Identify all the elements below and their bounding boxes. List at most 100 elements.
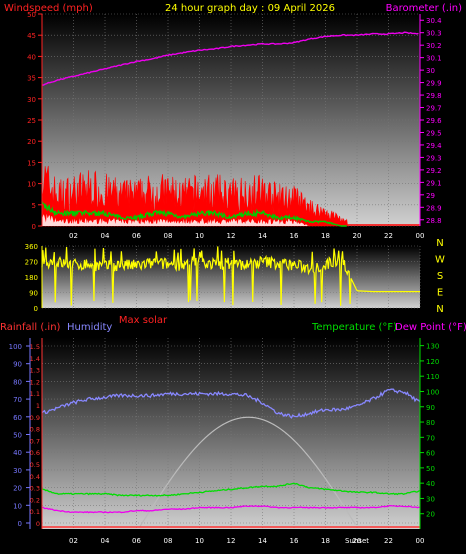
dir-tick-label: 0 [34,305,38,313]
wind-tick-label: 40 [27,53,36,61]
baro-tick-label: 29.6 [426,117,442,125]
temp-grid [42,338,421,529]
baro-tick-label: 30.3 [426,30,442,38]
wind-tick-label: 0 [32,223,36,231]
temp-tick-label: 100 [426,388,439,396]
wind-gust-area [41,165,348,227]
temp-x-tick-label: 18 [321,537,330,545]
wind-x-tick-label: 18 [321,232,330,240]
temp-axis-title: Temperature (°F) [311,322,397,333]
wind-low-area [42,213,348,226]
baro-tick-label: 28.9 [426,204,442,212]
wind-avg-line [41,200,347,227]
wind-direction-line [41,246,420,306]
wind-x-tick-label: 02 [69,232,78,240]
wind-x-tick-label: 04 [101,232,110,240]
humidity-tick-label: 60 [13,414,22,422]
wind-x-tick-label: 16 [290,232,299,240]
temp-axes: 010203040506070809010000.10.20.30.40.50.… [9,338,439,545]
baro-tick-label: 30.1 [426,55,442,63]
rain-tick-label: 0.6 [30,449,40,457]
rain-tick-label: 0.2 [30,496,40,504]
humidity-tick-label: 0 [18,520,22,528]
humidity-tick-label: 100 [9,343,22,351]
wind-x-tick-label: 10 [195,232,204,240]
solar-curve [139,416,356,528]
baro-tick-label: 29.3 [426,154,442,162]
baro-tick-label: 29.1 [426,179,442,187]
temp-x-tick-label: 14 [258,537,267,545]
rain-tick-label: 1.5 [30,343,40,351]
wind-x-tick-label: 08 [164,232,173,240]
temp-x-tick-label: 22 [384,537,393,545]
humidity-tick-label: 30 [13,467,22,475]
direction-series [41,246,420,306]
rain-tick-label: 0.1 [30,508,40,516]
temp-tick-label: 120 [426,358,439,366]
wind-x-tick-label: 06 [132,232,141,240]
baro-tick-label: 30 [426,67,435,75]
temp-tick-label: 60 [426,450,435,458]
temp-x-tick-label: 20 [353,537,362,545]
baro-tick-label: 29.7 [426,105,442,113]
rain-tick-label: 0.4 [30,473,40,481]
temp-x-tick-label: 00 [416,537,425,545]
rain-tick-label: 0.5 [30,461,40,469]
dir-tick-label: 270 [25,259,38,267]
temp-tick-label: 50 [426,465,435,473]
wind-x-tick-label: 00 [416,232,425,240]
baro-tick-label: 29.9 [426,80,442,88]
temp-tick-label: 70 [426,434,435,442]
wind-tick-label: 45 [27,32,36,40]
temp-x-tick-label: 10 [195,537,204,545]
compass-label: N [436,304,443,315]
humidity-tick-label: 80 [13,378,22,386]
temp-tick-label: 80 [426,419,435,427]
graph-title: 24 hour graph day : 09 April 2026 [165,3,335,14]
rain-tick-label: 0.3 [30,485,40,493]
wind-axis-title: Windspeed (mph) [4,3,93,14]
barometer-line [41,31,419,86]
temp-tick-label: 130 [426,343,439,351]
wind-tick-label: 30 [27,96,36,104]
rain-tick-label: 0.8 [30,426,40,434]
temp-tick-label: 30 [426,495,435,503]
baro-tick-label: 29.8 [426,92,442,100]
wind-tick-label: 15 [27,159,36,167]
temp-tick-label: 20 [426,511,435,519]
dir-tick-label: 90 [29,290,38,298]
temp-x-tick-label: 16 [290,537,299,545]
dew-axis-title: Dew Point (°F) [395,322,466,333]
temp-series [41,388,421,528]
baro-tick-label: 29.5 [426,129,442,137]
compass-label: N [436,238,443,249]
temp-x-tick-label: 12 [227,537,236,545]
temp-x-tick-label: 08 [164,537,173,545]
baro-tick-label: 29.2 [426,167,442,175]
compass-label: E [437,288,443,299]
sunset-label: Sunset [345,537,369,545]
baro-axis-title: Barometer (.in) [386,3,462,14]
temperature-line [41,482,421,497]
humidity-tick-label: 10 [13,502,22,510]
humidity-line [41,388,421,419]
wind-x-tick-label: 14 [258,232,267,240]
baro-tick-label: 28.8 [426,217,442,225]
wind-tick-label: 25 [27,117,36,125]
wind-tick-label: 50 [27,11,36,19]
wind-tick-label: 10 [27,181,36,189]
temp-tick-label: 90 [426,404,435,412]
dir-tick-label: 180 [25,274,38,282]
rain-axis-title: Rainfall (.in) [0,322,61,333]
temp-x-tick-label: 06 [132,537,141,545]
baro-tick-label: 30.2 [426,42,442,50]
rain-tick-label: 0.7 [30,437,40,445]
rain-tick-label: 1 [36,402,40,410]
rain-tick-label: 1.1 [30,390,40,398]
dewpoint-line [41,504,421,514]
baro-tick-label: 30.4 [426,17,442,25]
humidity-tick-label: 20 [13,485,22,493]
rain-tick-label: 0.9 [30,414,40,422]
